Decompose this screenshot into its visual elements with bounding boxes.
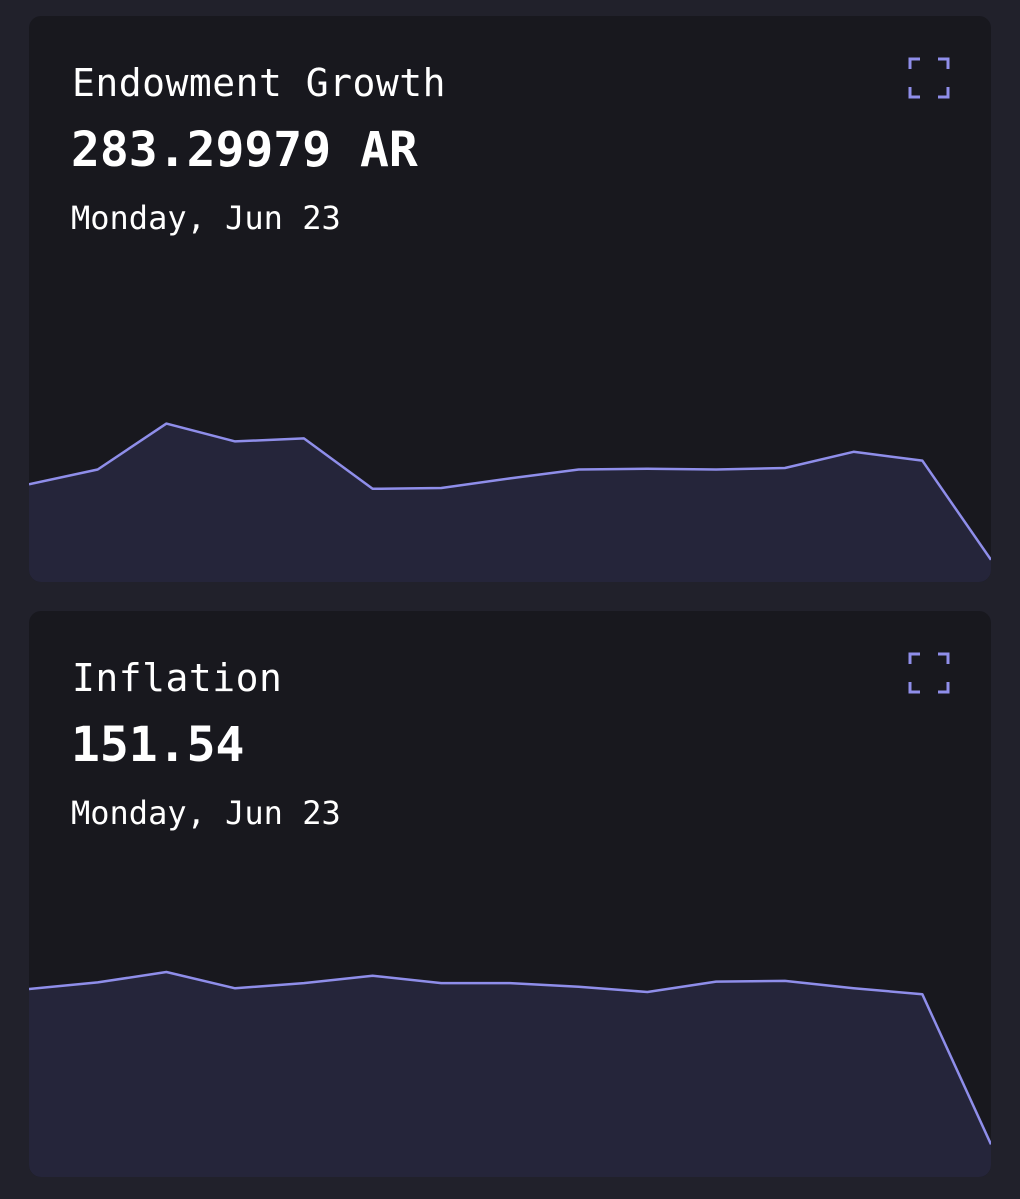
data-point-8[interactable] bbox=[573, 464, 585, 476]
endowment-growth-card: Endowment Growth 283.29979 AR Monday, Ju… bbox=[29, 16, 991, 582]
expand-corners-icon bbox=[908, 652, 950, 694]
data-point-13[interactable] bbox=[916, 988, 928, 1000]
data-point-4[interactable] bbox=[298, 432, 310, 444]
data-point-10[interactable] bbox=[710, 976, 722, 988]
card-value: 283.29979 AR bbox=[71, 122, 418, 178]
endowment-growth-chart bbox=[29, 418, 991, 582]
data-point-11[interactable] bbox=[779, 975, 791, 987]
data-point-2[interactable] bbox=[160, 418, 172, 430]
data-point-7[interactable] bbox=[504, 472, 516, 484]
data-point-13[interactable] bbox=[916, 455, 928, 467]
data-point-11[interactable] bbox=[779, 462, 791, 474]
data-point-12[interactable] bbox=[848, 446, 860, 458]
area-fill bbox=[29, 972, 991, 1177]
data-point-8[interactable] bbox=[573, 981, 585, 993]
data-point-1[interactable] bbox=[92, 464, 104, 476]
data-point-5[interactable] bbox=[367, 970, 379, 982]
data-point-10[interactable] bbox=[710, 464, 722, 476]
data-point-6[interactable] bbox=[435, 977, 447, 989]
data-point-9[interactable] bbox=[641, 463, 653, 475]
card-date: Monday, Jun 23 bbox=[71, 794, 341, 832]
data-point-1[interactable] bbox=[92, 976, 104, 988]
data-point-3[interactable] bbox=[229, 982, 241, 994]
inflation-card: Inflation 151.54 Monday, Jun 23 bbox=[29, 611, 991, 1177]
data-point-6[interactable] bbox=[435, 482, 447, 494]
inflation-chart bbox=[29, 966, 991, 1177]
data-point-12[interactable] bbox=[848, 982, 860, 994]
card-title: Endowment Growth bbox=[72, 61, 447, 105]
card-date: Monday, Jun 23 bbox=[71, 199, 341, 237]
area-fill bbox=[29, 423, 991, 582]
expand-button[interactable] bbox=[905, 649, 953, 697]
data-point-7[interactable] bbox=[504, 977, 516, 989]
series-line bbox=[29, 422, 991, 561]
data-point-2[interactable] bbox=[160, 966, 172, 978]
data-point-4[interactable] bbox=[298, 977, 310, 989]
expand-button[interactable] bbox=[905, 54, 953, 102]
data-point-3[interactable] bbox=[229, 435, 241, 447]
data-point-5[interactable] bbox=[367, 483, 379, 495]
data-point-9[interactable] bbox=[641, 986, 653, 998]
card-value: 151.54 bbox=[71, 717, 245, 773]
series-line bbox=[29, 970, 991, 1145]
expand-corners-icon bbox=[908, 57, 950, 99]
card-title: Inflation bbox=[72, 656, 283, 700]
